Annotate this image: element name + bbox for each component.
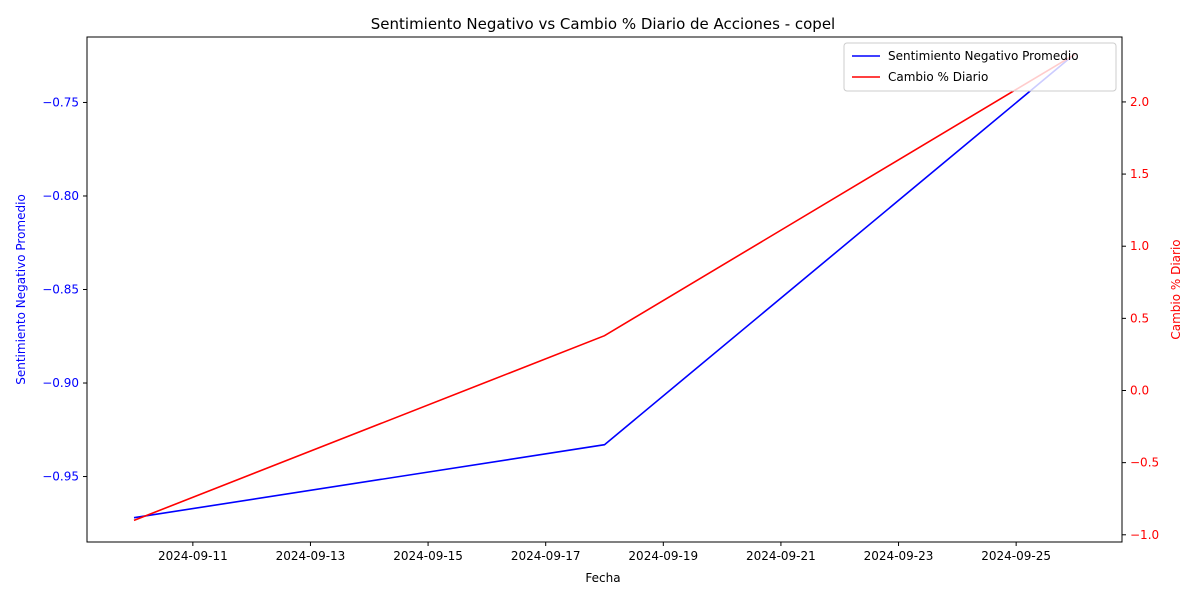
y-right-tick-label: 1.0: [1130, 239, 1149, 253]
x-tick-label: 2024-09-21: [746, 549, 816, 563]
plot-area: [86, 36, 1123, 543]
legend-entry: Cambio % Diario: [888, 70, 988, 84]
x-tick-label: 2024-09-23: [864, 549, 934, 563]
y-left-tick-label: −0.80: [42, 189, 79, 203]
y-right-axis: −1.0 −0.5 0.0 0.5 1.0 1.5 2.0: [1122, 95, 1159, 542]
x-tick-label: 2024-09-13: [276, 549, 346, 563]
y-left-tick-label: −0.95: [42, 470, 79, 484]
y-left-axis-label: Sentimiento Negativo Promedio: [14, 194, 28, 385]
x-axis-label: Fecha: [585, 571, 620, 585]
series-line-cambio-diario: [133, 53, 1076, 522]
x-axis: 2024-09-11 2024-09-13 2024-09-15 2024-09-17…: [158, 542, 1051, 563]
y-left-axis: −0.95 −0.90 −0.85 −0.80 −0.75: [42, 95, 87, 484]
x-tick-label: 2024-09-25: [981, 549, 1051, 563]
x-tick-label: 2024-09-19: [628, 549, 698, 563]
y-right-tick-label: 0.0: [1130, 384, 1149, 398]
y-left-tick-label: −0.90: [42, 376, 79, 390]
plot-frame: [86, 36, 1123, 543]
y-right-tick-label: 0.5: [1130, 311, 1149, 325]
legend-box: [843, 42, 1117, 92]
legend: Sentimiento Negativo Promedio Cambio % Di…: [843, 42, 1117, 92]
series-line-sentimiento-negativo: [133, 53, 1076, 519]
y-right-tick-label: −0.5: [1130, 456, 1159, 470]
y-right-tick-label: 1.5: [1130, 167, 1149, 181]
y-right-tick-label: 2.0: [1130, 95, 1149, 109]
x-tick-label: 2024-09-17: [511, 549, 581, 563]
y-left-tick-label: −0.85: [42, 283, 79, 297]
x-tick-label: 2024-09-15: [393, 549, 463, 563]
chart-title: Sentimiento Negativo vs Cambio % Diario …: [371, 15, 835, 33]
y-right-axis-label: Cambio % Diario: [1169, 239, 1183, 339]
x-tick-label: 2024-09-11: [158, 549, 228, 563]
y-right-tick-label: −1.0: [1130, 528, 1159, 542]
y-left-tick-label: −0.75: [42, 95, 79, 109]
legend-entry: Sentimiento Negativo Promedio: [888, 49, 1079, 63]
